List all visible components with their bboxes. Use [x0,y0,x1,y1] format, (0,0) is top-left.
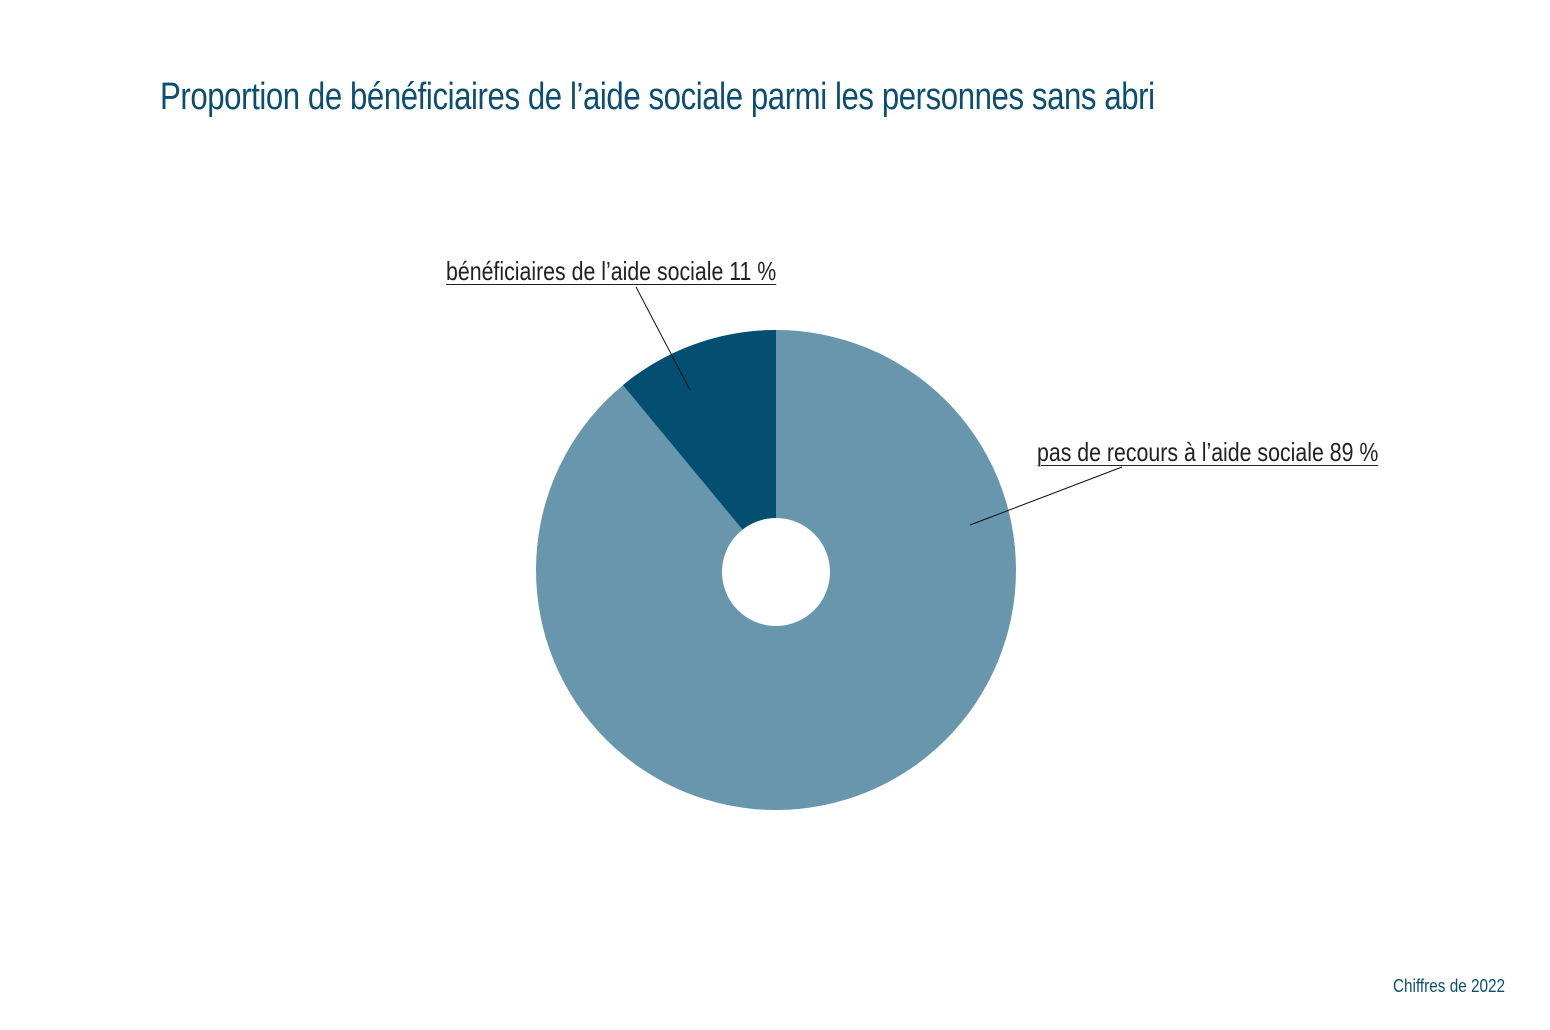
chart-title: Proportion de bénéficiaires de l’aide so… [160,76,1155,118]
slice-beneficiaires [623,330,776,570]
leader-line-beneficiaires [635,286,691,391]
label-beneficiaires: bénéficiaires de l’aide sociale 11 % [446,256,777,286]
leader-line-pas-de-recours [969,466,1123,526]
label-pas-de-recours: pas de recours à l’aide sociale 89 % [1037,437,1379,467]
donut-hole [722,518,830,626]
footer-note: Chiffres de 2022 [1393,976,1506,996]
